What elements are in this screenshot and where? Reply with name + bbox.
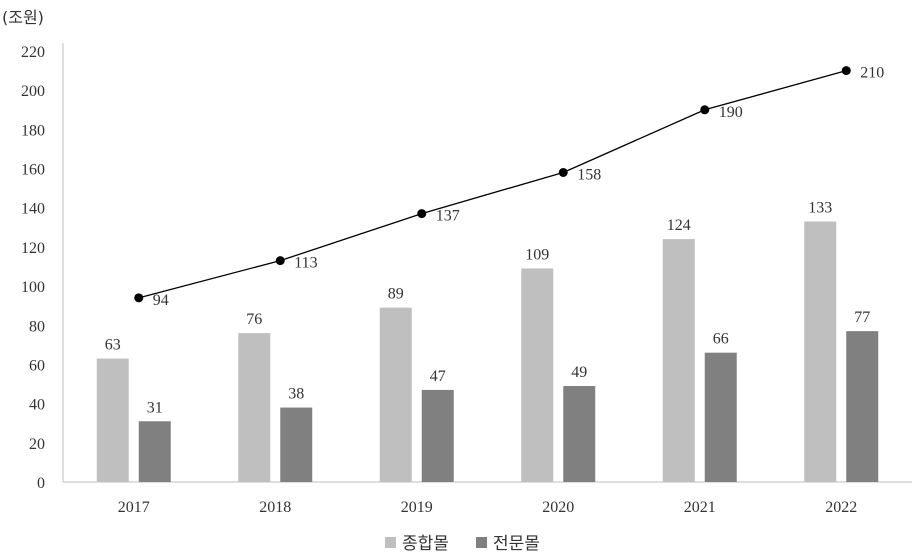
bar-data-label: 49 (571, 364, 587, 381)
bar (704, 352, 737, 482)
y-tick-label: 80 (29, 318, 45, 335)
legend: 종합몰 전문몰 (385, 534, 540, 554)
bar-data-label: 66 (713, 331, 729, 348)
bar (238, 333, 271, 482)
bars: 63 76 89 109 124 133 31 38 47 49 66 77 (96, 199, 879, 482)
y-tick-label: 180 (21, 122, 45, 139)
legend-swatch (476, 537, 487, 548)
line-data-label: 113 (294, 255, 317, 272)
x-axis: 2017 2018 2019 2020 2021 2022 (118, 499, 858, 516)
bar-data-label: 133 (808, 199, 832, 216)
bar (804, 221, 837, 482)
bar (379, 307, 412, 482)
line-data-label: 94 (153, 292, 169, 309)
y-tick-label: 40 (29, 397, 45, 414)
line-point (275, 256, 285, 266)
y-tick-label: 20 (29, 436, 45, 453)
line-data-label: 137 (436, 208, 460, 225)
y-axis: 0 20 40 60 80 100 120 140 160 180 200 220 (21, 44, 45, 492)
bar-data-label: 31 (147, 399, 163, 416)
x-tick-label: 2018 (259, 499, 291, 516)
y-tick-label: 220 (21, 44, 45, 61)
bar (846, 331, 879, 482)
x-tick-label: 2020 (542, 499, 574, 516)
bar (521, 268, 554, 482)
y-tick-label: 160 (21, 162, 45, 179)
bar-data-label: 38 (288, 386, 304, 403)
series-line (138, 69, 847, 299)
bar (138, 421, 171, 482)
bar (421, 389, 454, 482)
y-tick-label: 200 (21, 83, 45, 100)
legend-label: 종합몰 (402, 534, 449, 554)
y-tick-label: 0 (37, 475, 45, 492)
line-series: 94 113 137 158 190 210 (134, 65, 884, 309)
line-point (134, 293, 144, 303)
bar-data-label: 76 (246, 311, 262, 328)
x-tick-label: 2019 (401, 499, 433, 516)
x-tick-label: 2017 (118, 499, 150, 516)
x-tick-label: 2022 (825, 499, 857, 516)
bar (662, 239, 695, 482)
legend-swatch (385, 537, 396, 548)
y-tick-label: 140 (21, 201, 45, 218)
bar (96, 358, 129, 482)
x-tick-label: 2021 (684, 499, 716, 516)
line-point (417, 209, 427, 219)
line-data-label: 158 (577, 166, 601, 183)
bar (563, 386, 596, 482)
y-unit-label: (조원) (2, 8, 44, 27)
legend-label: 전문몰 (493, 534, 540, 554)
bar-data-label: 47 (430, 368, 446, 385)
y-tick-label: 100 (21, 279, 45, 296)
bar (280, 407, 313, 482)
line-point (841, 66, 851, 76)
bar-data-label: 89 (388, 286, 404, 303)
y-tick-label: 60 (29, 357, 45, 374)
bar-data-label: 77 (854, 309, 870, 326)
bar-data-label: 63 (105, 337, 121, 354)
line-point (558, 167, 568, 177)
line-data-label: 190 (719, 104, 743, 121)
line-point (700, 105, 710, 115)
line-data-label: 210 (860, 65, 884, 82)
bar-data-label: 109 (525, 246, 549, 263)
bar-data-label: 124 (667, 217, 691, 234)
y-tick-label: 120 (21, 240, 45, 257)
